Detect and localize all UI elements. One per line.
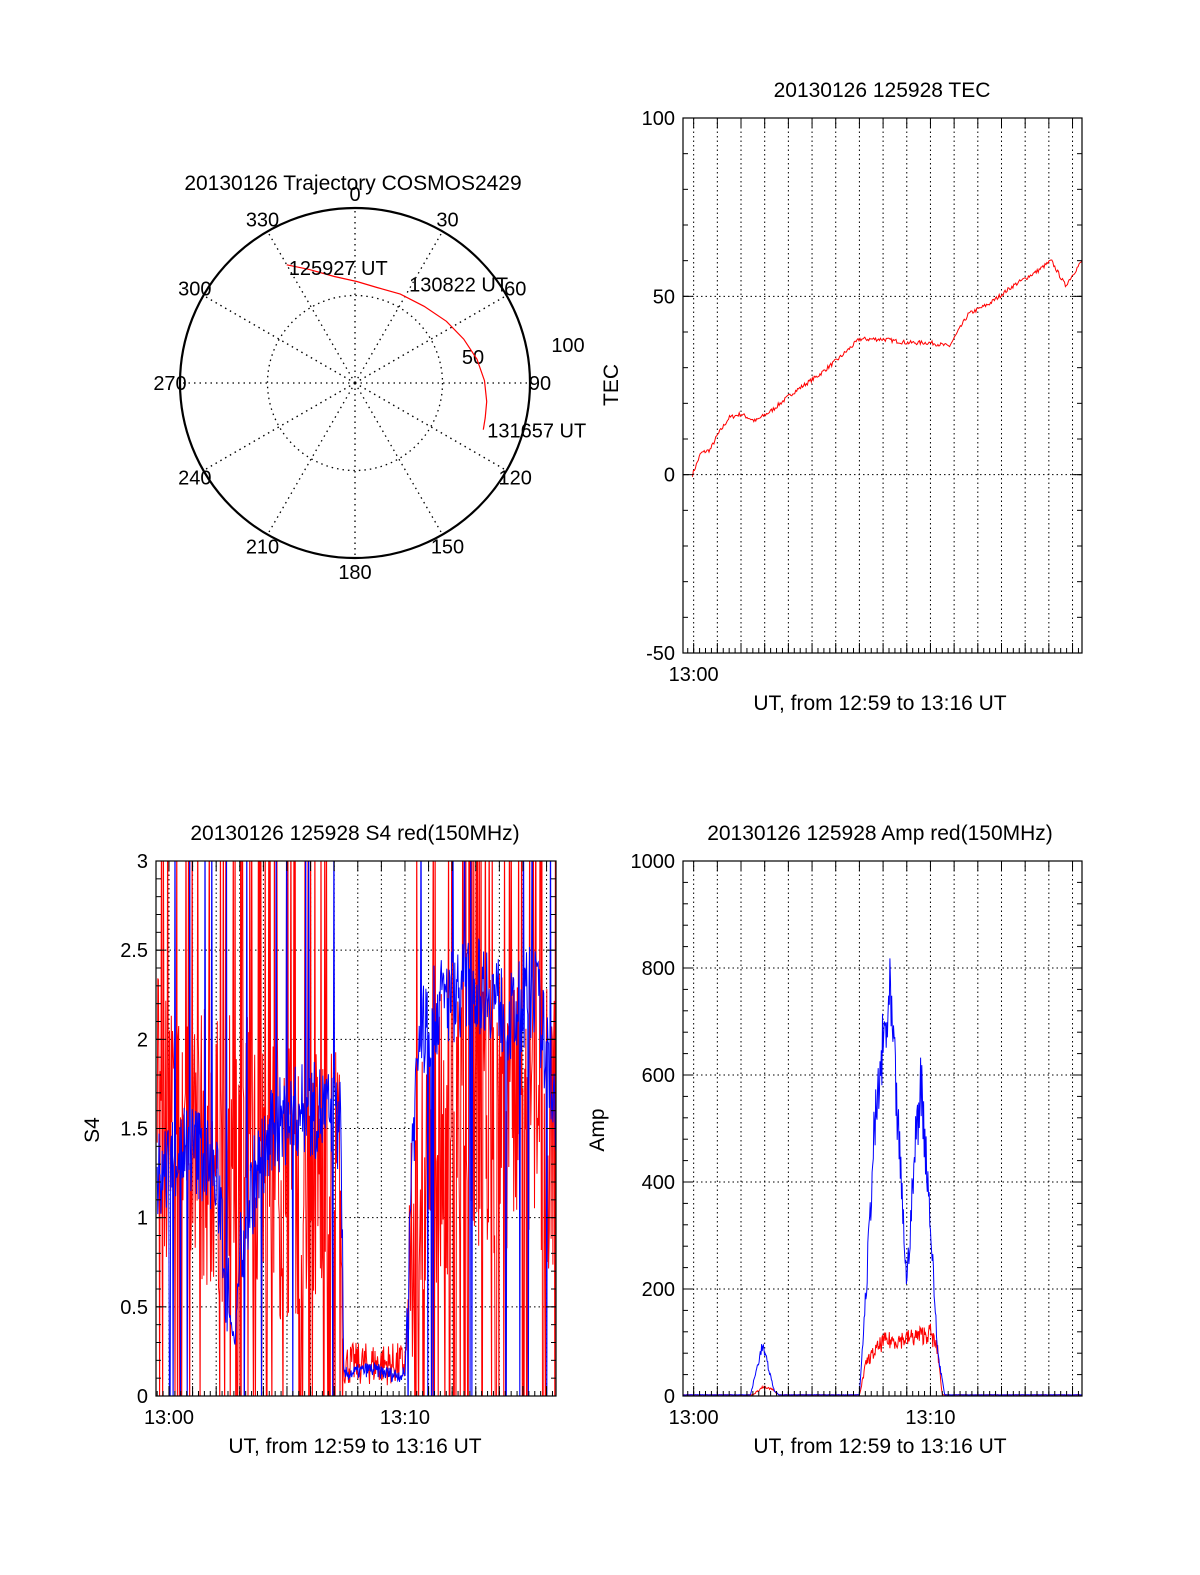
x-tick-label: 13:00 bbox=[669, 664, 719, 686]
tec-y-axis-label: TEC bbox=[600, 364, 623, 406]
amp-chart: 20130126 125928 Amp red(150MHz) 0 200 400 6… bbox=[586, 822, 1083, 1458]
y-tick-label: 3 bbox=[137, 851, 148, 873]
x-tick-label: 13:00 bbox=[669, 1407, 719, 1429]
polar-spoke-60 bbox=[354, 294, 507, 384]
amp-ticks bbox=[683, 860, 1082, 1397]
polar-angle-label: 270 bbox=[153, 373, 186, 395]
y-tick-label: 0 bbox=[137, 1386, 148, 1408]
polar-spoke-210 bbox=[266, 382, 356, 535]
y-tick-label: 0 bbox=[664, 1386, 675, 1408]
x-tick-label: 13:00 bbox=[144, 1407, 194, 1429]
x-tick-label: 13:10 bbox=[380, 1407, 430, 1429]
series-line bbox=[692, 259, 1082, 477]
y-tick-label: 2.5 bbox=[120, 940, 148, 962]
y-tick-label: 0.5 bbox=[120, 1297, 148, 1319]
amp-y-axis-label: Amp bbox=[586, 1108, 609, 1151]
trajectory-annotation: 131657 UT bbox=[487, 421, 586, 443]
y-tick-label: 1 bbox=[137, 1208, 148, 1230]
amp-x-axis-label: UT, from 12:59 to 13:16 UT bbox=[753, 1435, 1006, 1458]
polar-angle-label: 210 bbox=[246, 537, 279, 559]
s4-x-axis-label: UT, from 12:59 to 13:16 UT bbox=[228, 1435, 481, 1458]
polar-ring-50 bbox=[266, 294, 444, 472]
amp-x-tick-labels: 13:00 13:10 bbox=[669, 1407, 956, 1429]
tec-title: 20130126 125928 TEC bbox=[774, 79, 991, 102]
polar-angle-label: 180 bbox=[338, 562, 371, 584]
series-blue bbox=[156, 861, 556, 1396]
tec-x-axis-label: UT, from 12:59 to 13:16 UT bbox=[753, 692, 1006, 715]
tec-grid bbox=[683, 118, 1082, 653]
polar-outer-ring bbox=[178, 206, 532, 560]
polar-spoke-240 bbox=[203, 382, 356, 472]
polar-radial-label: 100 bbox=[551, 335, 584, 357]
polar-angle-label: 300 bbox=[178, 279, 211, 301]
polar-angle-label: 90 bbox=[529, 373, 551, 395]
polar-angle-label: 0 bbox=[349, 184, 360, 206]
y-tick-label: 0 bbox=[664, 465, 675, 487]
s4-plot-area bbox=[156, 861, 556, 1396]
y-tick-label: 600 bbox=[642, 1065, 675, 1087]
y-tick-label: 100 bbox=[642, 108, 675, 130]
series-red bbox=[156, 861, 556, 1396]
amp-axes-frame bbox=[682, 860, 1083, 1397]
s4-y-tick-labels: 0 0.5 1 1.5 2 2.5 3 bbox=[120, 851, 148, 1408]
amp-y-tick-labels: 0 200 400 600 800 1000 bbox=[631, 851, 676, 1408]
tec-plot-area bbox=[692, 259, 1082, 477]
y-tick-label: 200 bbox=[642, 1279, 675, 1301]
polar-angle-label: 30 bbox=[436, 209, 458, 231]
polar-angle-label: 150 bbox=[431, 537, 464, 559]
s4-chart: 20130126 125928 S4 red(150MHz) 0 0.5 1 1.5 2… bbox=[81, 822, 557, 1458]
series-red bbox=[683, 1323, 1082, 1396]
tec-axes-frame bbox=[682, 117, 1083, 654]
y-tick-label: 50 bbox=[653, 286, 675, 308]
amp-title: 20130126 125928 Amp red(150MHz) bbox=[707, 822, 1053, 845]
s4-y-axis-label: S4 bbox=[81, 1117, 104, 1143]
y-tick-label: 800 bbox=[642, 958, 675, 980]
trajectory-polar-plot: 20130126 Trajectory COSMOS2429 030609012… bbox=[153, 172, 586, 584]
s4-x-tick-labels: 13:00 13:10 bbox=[144, 1407, 430, 1429]
polar-spoke-330 bbox=[266, 231, 356, 384]
x-tick-label: 13:10 bbox=[905, 1407, 955, 1429]
polar-angle-labels: 0 30 60 90 120 150 180 210 240 270 300 330 bbox=[153, 184, 551, 584]
s4-ticks bbox=[156, 860, 556, 1397]
amp-plot-area bbox=[683, 958, 1082, 1396]
trajectory-title: 20130126 Trajectory COSMOS2429 bbox=[184, 172, 521, 195]
trajectory-path bbox=[286, 264, 488, 430]
polar-radial-label: 50 bbox=[462, 347, 484, 369]
polar-radial-labels: 50 100 bbox=[462, 335, 585, 369]
polar-angle-label: 120 bbox=[499, 468, 532, 490]
amp-grid bbox=[683, 861, 1082, 1396]
y-tick-label: 1.5 bbox=[120, 1119, 148, 1141]
y-tick-label: 1000 bbox=[631, 851, 676, 873]
s4-title: 20130126 125928 S4 red(150MHz) bbox=[190, 822, 519, 845]
tec-ticks bbox=[683, 117, 1082, 654]
polar-angle-label: 240 bbox=[178, 468, 211, 490]
y-tick-label: 400 bbox=[642, 1172, 675, 1194]
series-blue bbox=[683, 958, 1082, 1396]
trajectory-annotation: 130822 UT bbox=[409, 274, 508, 296]
y-tick-label: 2 bbox=[137, 1029, 148, 1051]
trajectory-annotation: 125927 UT bbox=[289, 258, 388, 280]
trajectory-annotations: 125927 UT 130822 UT 131657 UT bbox=[289, 258, 586, 443]
polar-angle-label: 330 bbox=[246, 209, 279, 231]
polar-angle-label: 60 bbox=[504, 279, 526, 301]
polar-grid bbox=[180, 208, 530, 558]
polar-spoke-150 bbox=[354, 382, 444, 535]
y-tick-label: -50 bbox=[646, 643, 675, 665]
tec-chart: 20130126 125928 TEC -50 0 50 100 13:00 UT, … bbox=[600, 79, 1083, 715]
tec-y-tick-labels: -50 0 50 100 bbox=[642, 108, 675, 665]
tec-x-tick-labels: 13:00 bbox=[669, 664, 719, 686]
